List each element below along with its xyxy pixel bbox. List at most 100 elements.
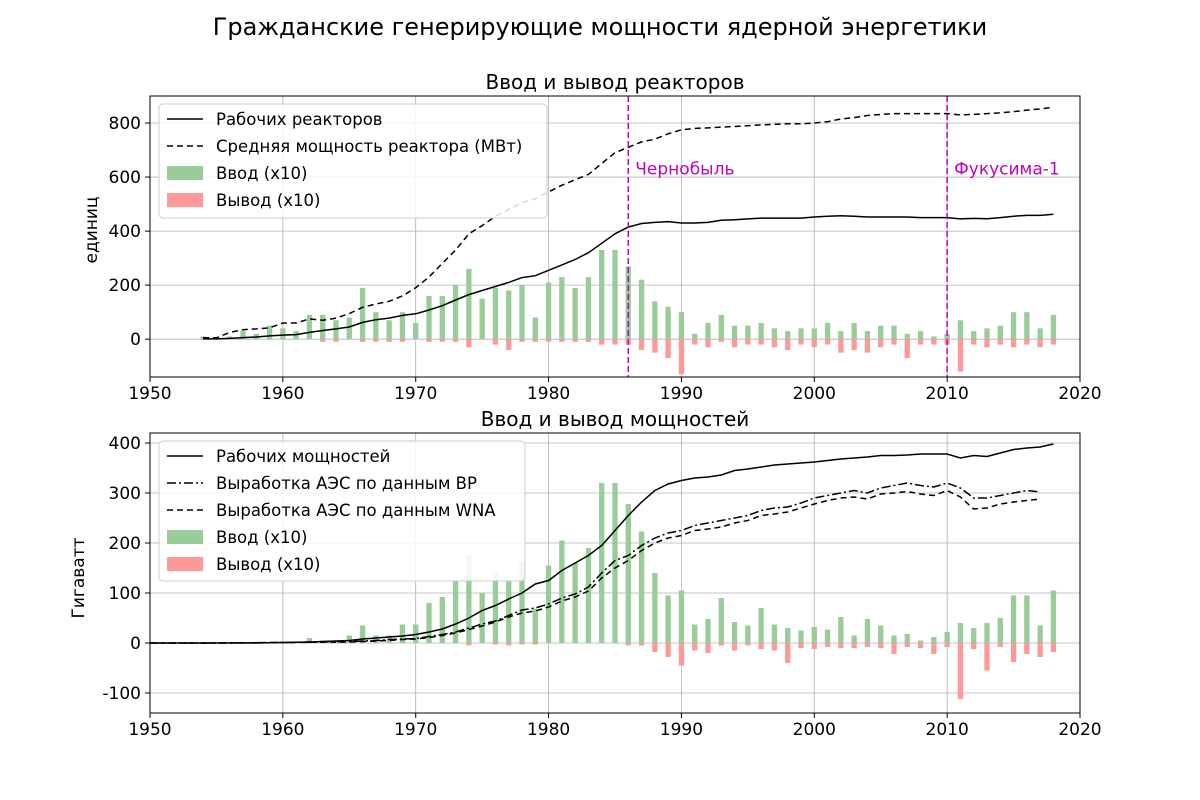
bottom-bar <box>492 643 499 645</box>
top-xtick-label: 1990 <box>660 384 703 404</box>
top-xtick-label: 1960 <box>261 384 304 404</box>
top-legend-label: Средняя мощность реактора (МВт) <box>216 137 522 156</box>
bottom-bar <box>479 593 485 643</box>
bottom-series-line <box>150 482 1041 644</box>
top-bar <box>373 339 379 342</box>
top-bar <box>439 339 445 342</box>
top-bar <box>984 328 990 340</box>
top-xtick-label: 1970 <box>394 384 437 404</box>
bottom-bar <box>705 643 711 653</box>
top-bar <box>492 287 499 340</box>
top-bar <box>638 339 645 350</box>
bottom-bar <box>931 643 937 654</box>
bottom-ytick-label: -100 <box>102 684 141 704</box>
bottom-bar <box>824 629 831 643</box>
bottom-bar <box>891 635 897 643</box>
bottom-bar <box>957 623 964 643</box>
top-bar <box>386 320 392 340</box>
bottom-legend-label: Ввод (x10) <box>216 528 307 547</box>
top-bar <box>917 339 924 345</box>
top-ytick-label: 200 <box>109 276 141 296</box>
top-bar <box>506 290 512 340</box>
top-bar <box>997 325 1003 340</box>
top-legend-label: Рабочих реакторов <box>216 110 383 129</box>
top-bar <box>957 339 964 372</box>
top-bar <box>519 339 525 342</box>
bottom-bar <box>612 483 618 643</box>
bottom-bar <box>864 643 871 647</box>
top-xtick-label: 2020 <box>1058 384 1101 404</box>
figure-title: Гражданские генерирующие мощности ядерно… <box>213 13 988 41</box>
bottom-bar <box>971 643 977 649</box>
top-bar <box>984 339 990 348</box>
bottom-bar <box>824 643 831 647</box>
top-bar <box>240 331 246 340</box>
top-bar <box>771 339 778 348</box>
top-bar <box>426 295 432 340</box>
top-bar <box>785 339 791 350</box>
bottom-bar <box>599 483 605 643</box>
bottom-bar <box>506 580 512 643</box>
bottom-bar <box>957 643 964 699</box>
bottom-bar <box>638 643 645 646</box>
top-bar <box>718 314 724 340</box>
top-bar <box>771 328 778 340</box>
top-bar <box>678 339 685 375</box>
top-bar <box>957 320 964 340</box>
bottom-series-line <box>150 443 1054 644</box>
top-bar <box>625 266 631 340</box>
top-bar <box>798 328 804 340</box>
bottom-bar <box>492 573 499 643</box>
bottom-bar <box>811 643 817 649</box>
bottom-bar <box>878 643 884 648</box>
bottom-bar <box>652 573 658 643</box>
top-bar <box>811 328 817 340</box>
top-bar <box>1010 339 1017 348</box>
top-bar <box>266 325 273 340</box>
top-bar <box>838 339 844 353</box>
bottom-bar <box>1050 590 1057 643</box>
bottom-xtick-label: 1980 <box>527 720 570 740</box>
bottom-bar <box>1050 643 1057 652</box>
top-legend-label: Вывод (x10) <box>216 191 320 210</box>
bottom-bar <box>917 640 924 643</box>
bottom-bar <box>811 627 817 643</box>
bottom-bar <box>532 609 538 643</box>
top-ytick-label: 800 <box>109 114 141 134</box>
bottom-legend-label: Рабочих мощностей <box>216 447 390 466</box>
top-bar <box>904 333 910 340</box>
bottom-bar <box>838 617 844 643</box>
bottom-bar <box>1037 643 1043 657</box>
top-bar <box>1037 339 1043 348</box>
bottom-bar <box>373 635 379 643</box>
top-bar <box>678 312 685 340</box>
chart-top-ylabel: единиц <box>82 197 102 264</box>
bottom-bar <box>692 643 698 651</box>
top-bar <box>692 339 698 345</box>
top-bar <box>439 295 445 340</box>
bottom-bar <box>838 643 844 648</box>
top-bar <box>652 301 658 340</box>
top-bar <box>386 339 392 342</box>
top-xtick-label: 1950 <box>128 384 171 404</box>
bottom-bar <box>692 624 698 643</box>
top-bar <box>824 339 831 345</box>
top-bar <box>545 339 552 342</box>
bottom-bar <box>971 628 977 643</box>
top-bar <box>466 268 472 340</box>
bottom-bar <box>997 643 1003 647</box>
bottom-bar <box>997 618 1003 643</box>
top-bar <box>864 339 871 353</box>
bottom-bar <box>466 554 472 643</box>
top-bar <box>599 250 605 340</box>
bottom-bar <box>731 643 738 651</box>
top-legend-swatch <box>167 166 203 180</box>
bottom-bar <box>665 643 671 657</box>
chart-bottom-title: Ввод и вывод мощностей <box>481 407 750 431</box>
top-bar <box>572 339 578 342</box>
top-bar <box>944 333 950 340</box>
top-bar <box>891 339 897 345</box>
top-bar <box>413 322 419 340</box>
chart-top: Ввод и вывод реакторов единиц Чернобыль Ф… <box>82 70 1102 404</box>
